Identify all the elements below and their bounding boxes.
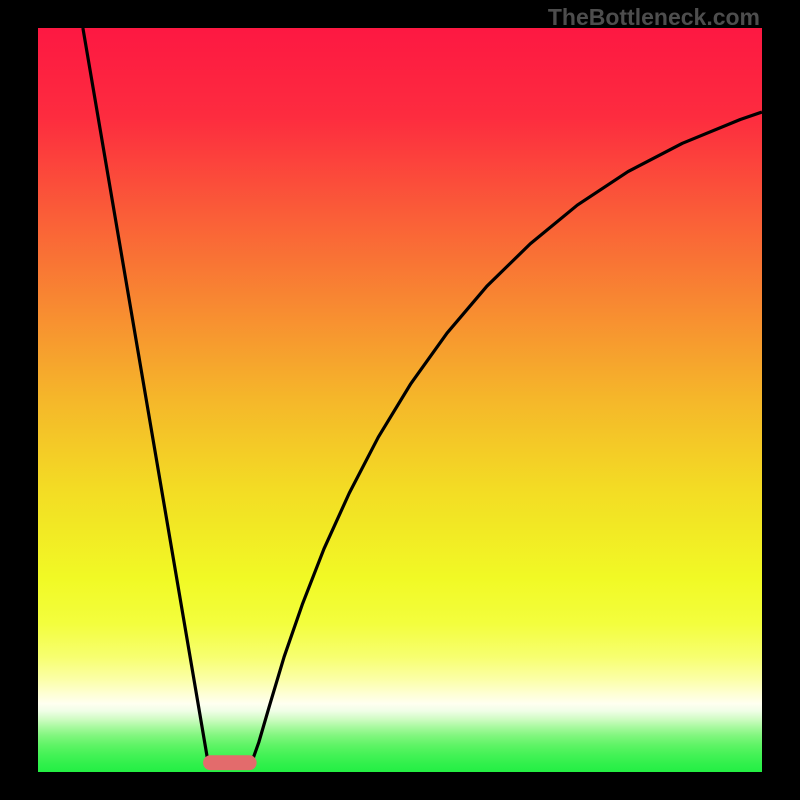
bottleneck-curve <box>83 28 762 763</box>
bottleneck-marker <box>203 755 257 770</box>
chart-overlay-svg <box>38 28 762 772</box>
watermark-text: TheBottleneck.com <box>548 4 760 31</box>
chart-plot-area <box>38 28 762 772</box>
